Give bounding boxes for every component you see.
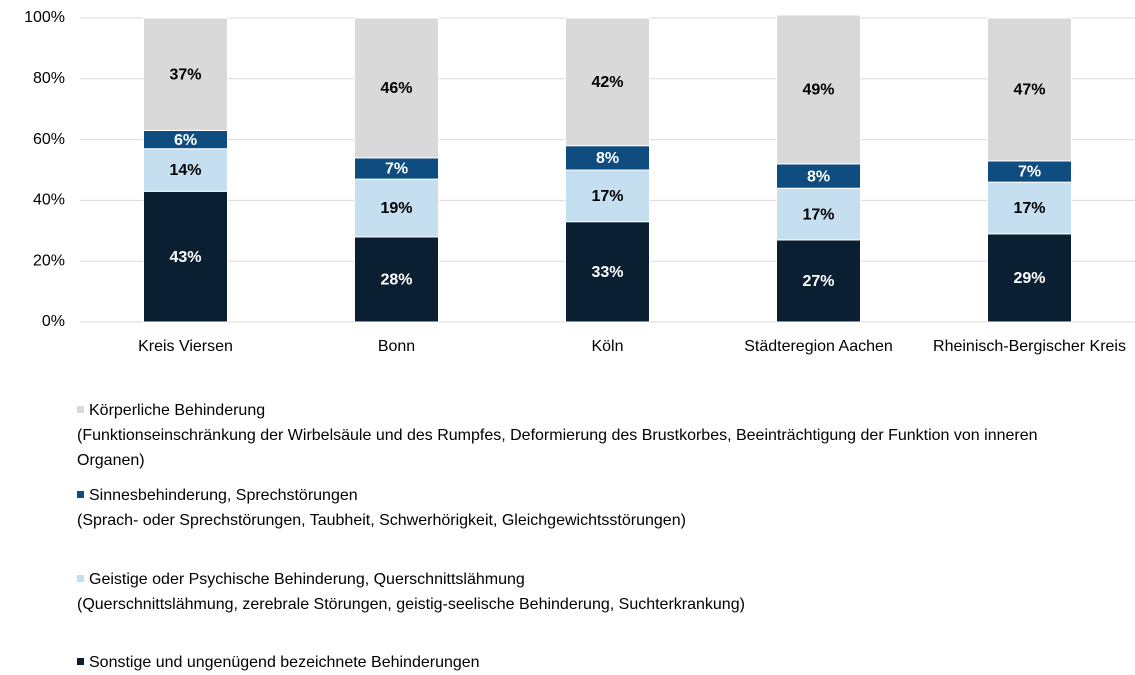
data-label: 14% <box>169 162 201 179</box>
bar-segment <box>987 17 1072 162</box>
bar-segment <box>354 178 439 238</box>
legend-row: Körperliche Behinderung <box>77 398 1107 423</box>
data-label: 47% <box>1013 82 1045 99</box>
legend-swatch <box>77 658 84 665</box>
y-tick-label: 40% <box>33 192 65 209</box>
bar-segment <box>987 181 1072 235</box>
x-tick-label: Rheinisch-Bergischer Kreis <box>933 338 1126 355</box>
y-tick-label: 0% <box>42 313 65 330</box>
data-label: 29% <box>1013 270 1045 287</box>
legend-swatch <box>77 491 84 498</box>
x-tick-label: Köln <box>591 338 624 355</box>
bar-segment <box>565 17 650 147</box>
bar-segment <box>565 169 650 223</box>
data-label: 42% <box>591 74 623 91</box>
legend-description: (Sprach- oder Sprechstörungen, Taubheit,… <box>77 512 686 529</box>
bar-segment <box>143 17 228 131</box>
data-label: 28% <box>380 272 412 289</box>
legend-label: Sonstige und ungenügend bezeichnete Behi… <box>89 654 480 671</box>
bar-segment <box>776 14 861 165</box>
bar-segment <box>143 190 228 323</box>
legend-label: Körperliche Behinderung <box>89 402 266 419</box>
x-label-box: Städteregion Aachen <box>744 338 893 355</box>
legend-item: Sinnesbehinderung, Sprechstörungen (Sprac… <box>77 483 1107 533</box>
legend-label: Sinnesbehinderung, Sprechstörungen <box>89 487 358 504</box>
data-label: 7% <box>385 161 408 178</box>
bar-segment <box>776 187 861 241</box>
data-label: 37% <box>169 66 201 83</box>
data-label: 6% <box>174 132 197 149</box>
legend-swatch <box>77 406 84 413</box>
data-label: 17% <box>1013 200 1045 217</box>
legend-description: (Funktionseinschränkung der Wirbelsäule … <box>77 427 1038 469</box>
bar-segment <box>987 233 1072 323</box>
y-tick-label: 60% <box>33 131 65 148</box>
x-tick-label: Bonn <box>377 338 416 355</box>
legend-swatch <box>77 575 84 582</box>
bar-segment <box>143 148 228 192</box>
bar-segment <box>776 163 861 189</box>
data-label: 8% <box>596 150 619 167</box>
legend-item: Körperliche Behinderung (Funktionseinschr… <box>77 398 1107 473</box>
x-tick-label: Kreis Viersen <box>138 338 233 355</box>
x-label-box: Rheinisch-Bergischer Kreis <box>933 338 1126 355</box>
data-label: 17% <box>802 206 834 223</box>
data-label: 27% <box>802 273 834 290</box>
legend-row: Geistige oder Psychische Behinderung, Qu… <box>77 567 1107 592</box>
y-tick-label: 100% <box>24 9 65 26</box>
legend-item: Geistige oder Psychische Behinderung, Qu… <box>77 567 1107 617</box>
bar-segment <box>354 236 439 323</box>
data-label: 8% <box>807 168 830 185</box>
bar-segment <box>565 221 650 323</box>
data-label: 43% <box>169 249 201 266</box>
data-label: 19% <box>380 200 412 217</box>
x-label-box: Köln <box>591 338 624 355</box>
bar-segment <box>354 17 439 159</box>
x-tick-label: Städteregion Aachen <box>744 338 893 355</box>
data-label: 7% <box>1018 164 1041 181</box>
x-label-box: Bonn <box>377 338 416 355</box>
y-tick-label: 20% <box>33 252 65 269</box>
legend-row: Sonstige und ungenügend bezeichnete Behi… <box>77 650 480 675</box>
legend-description: (Querschnittslähmung, zerebrale Störunge… <box>77 596 745 613</box>
data-label: 46% <box>380 80 412 97</box>
data-label: 49% <box>802 82 834 99</box>
legend-row: Sinnesbehinderung, Sprechstörungen <box>77 483 1107 508</box>
y-tick-label: 80% <box>33 70 65 87</box>
chart: 0% 20% 40% 60% 80% 100% 43% 14% 6% 37% Kreis Viers… <box>24 9 1135 355</box>
legend-label: Geistige oder Psychische Behinderung, Qu… <box>89 571 525 588</box>
data-label: 17% <box>591 188 623 205</box>
legend-item: Sonstige und ungenügend bezeichnete Behi… <box>77 650 480 675</box>
x-label-box: Kreis Viersen <box>138 338 233 355</box>
bar-segment <box>776 239 861 323</box>
data-label: 33% <box>591 264 623 281</box>
